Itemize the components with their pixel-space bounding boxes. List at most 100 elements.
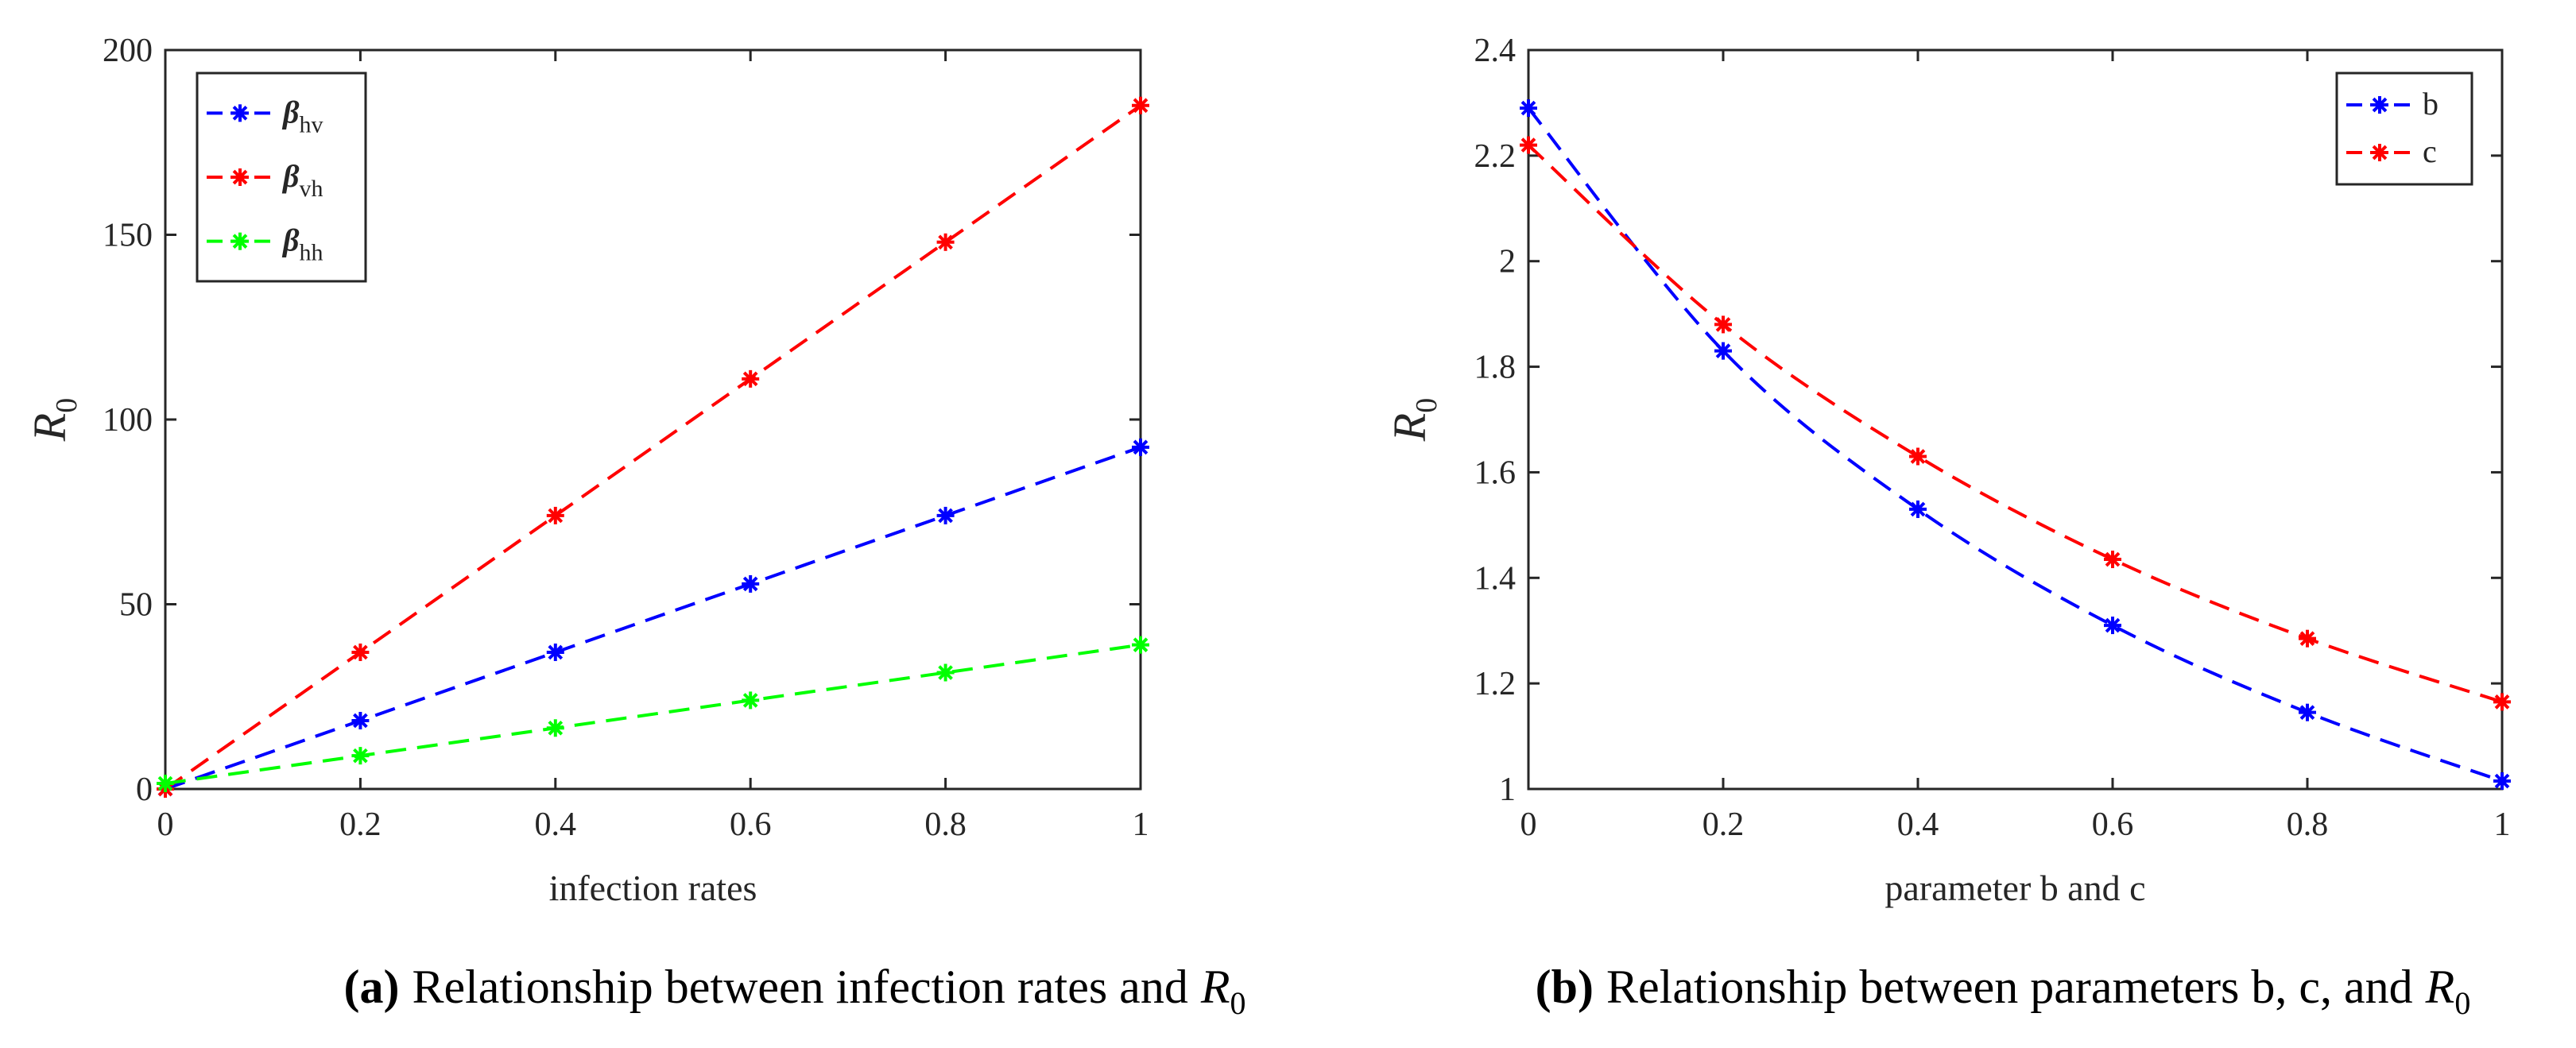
chart-a-series-2-point-3	[742, 691, 760, 710]
chart-a-legend-label-1: βvh	[281, 158, 323, 202]
chart-b-series-1-point-5-stroke-3	[2494, 694, 2510, 710]
chart-a-y-tick-label-3: 150	[103, 218, 153, 254]
chart-b-legend-marker-0	[2371, 96, 2388, 114]
chart-a-series-2-line	[165, 643, 1141, 786]
chart-a-series-0-point-2-stroke-3	[548, 644, 564, 660]
chart-b-series-0-point-1	[1714, 342, 1732, 360]
chart-a-x-tick-label-5: 1	[1133, 806, 1149, 843]
chart-a-legend-label-sub-1: vh	[300, 176, 323, 202]
chart-b-series-1-point-3-stroke-3	[2105, 551, 2121, 567]
chart-a-y-tick-label-4: 200	[103, 33, 153, 69]
chart-b-y-tick-label-4: 1.8	[1474, 350, 1517, 386]
chart-a-legend-label-main-2: β	[281, 222, 300, 258]
chart-b: 0 0.2 0.4 0.6 0.8 1 1 1.2 1.4 1.6 1.8 2 2.2 2.4 parame…	[1384, 33, 2511, 908]
chart-b-series-1-point-5	[2493, 693, 2511, 711]
chart-b-x-tick-label-4: 0.8	[2287, 806, 2329, 843]
caption-a-text: Relationship between infection rates and	[412, 961, 1187, 1013]
chart-a-series-2-point-1-stroke-3	[353, 748, 368, 764]
chart-a-series-1-point-5	[1132, 96, 1149, 114]
chart-b-series-1-point-3	[2104, 551, 2121, 569]
chart-a-series-2-point-4	[936, 663, 955, 682]
chart-b-series-0-point-1-stroke-3	[1715, 343, 1731, 358]
chart-b-series-0-point-2	[1909, 500, 1927, 518]
chart-b-y-tick-label-3: 1.6	[1474, 454, 1517, 491]
chart-b-series-1-point-0-stroke-3	[1520, 137, 1536, 153]
chart-b-series-1-line	[1527, 144, 2503, 704]
chart-a-x-tick-label-3: 0.6	[730, 806, 772, 843]
caption-a-letter: (a)	[344, 961, 400, 1013]
chart-b-legend-marker-1-stroke-3	[2372, 145, 2388, 160]
caption-a: (a) Relationship between infection rates …	[344, 961, 1246, 1021]
chart-a-series-1-point-2	[546, 506, 564, 524]
chart-a-series-1-point-1-stroke-3	[353, 644, 368, 660]
chart-a: 0 0.2 0.4 0.6 0.8 1 0 50 100 150 200 infection rate…	[24, 33, 1149, 908]
chart-b-legend-label-0: b	[2423, 86, 2438, 122]
chart-b-series-0-point-5	[2493, 772, 2511, 791]
chart-a-legend-box	[196, 72, 367, 283]
chart-a-legend-marker-0	[231, 104, 249, 122]
chart-a-legend-label-sub-0: hv	[300, 111, 323, 137]
chart-a-series-0-point-3-stroke-3	[742, 576, 758, 592]
chart-b-x-tick-label-0: 0	[1520, 806, 1537, 843]
chart-b-plot-frame	[1527, 48, 2504, 791]
chart-a-x-tick-label-1: 0.2	[339, 806, 382, 843]
chart-b-x-tick-label-1: 0.2	[1702, 806, 1745, 843]
chart-b-series-1-point-4-stroke-3	[2299, 631, 2315, 647]
caption-b-symbol-sub: 0	[2454, 985, 2470, 1021]
chart-a-y-tick-label-0: 0	[136, 771, 153, 808]
caption-b: (b) Relationship between parameters b, c,…	[1536, 961, 2471, 1021]
chart-b-y-tick-label-1: 1.2	[1474, 666, 1517, 702]
chart-a-series-0-point-3	[742, 574, 760, 593]
caption-a-symbol-sub: 0	[1230, 985, 1245, 1021]
chart-a-series-0-point-5-stroke-3	[1133, 439, 1149, 455]
chart-b-series-1-point-1-stroke-3	[1715, 317, 1731, 332]
chart-b-series-0-point-0-stroke-3	[1520, 100, 1536, 116]
chart-b-legend-box	[2335, 72, 2473, 186]
chart-a-legend-marker-2	[231, 232, 249, 250]
chart-b-y-tick-label-7: 2.4	[1474, 33, 1517, 69]
chart-b-legend-marker-1	[2371, 144, 2388, 161]
chart-b-x-tick-label-2: 0.4	[1897, 806, 1939, 843]
chart-a-legend-label-sub-2: hh	[300, 240, 323, 266]
chart-a-series-1-line	[164, 104, 1142, 791]
chart-b-y-axis-label-main: R	[1384, 413, 1435, 442]
chart-a-series-1-point-1	[351, 643, 370, 661]
chart-b-legend-label-1: c	[2423, 133, 2437, 169]
chart-b-legend: bc	[2335, 72, 2473, 186]
chart-b-x-tick-label-3: 0.6	[2092, 806, 2134, 843]
chart-b-series-0-point-3-stroke-3	[2105, 617, 2121, 633]
chart-b-y-tick-label-5: 2	[1499, 244, 1516, 280]
caption-b-symbol: R	[2425, 961, 2455, 1013]
chart-b-y-tick-label-2: 1.4	[1474, 560, 1517, 597]
chart-a-series-2-point-0	[157, 775, 174, 793]
chart-a-series-1-point-5-stroke-3	[1133, 98, 1149, 114]
chart-a-series-2-point-2-stroke-3	[548, 720, 564, 736]
chart-a-y-axis-label: R0	[24, 398, 83, 442]
chart-a-series-2-point-5-stroke-3	[1133, 637, 1149, 652]
chart-a-series-1-point-4	[936, 233, 955, 251]
chart-a-series-2-point-5	[1132, 636, 1149, 654]
chart-a-legend-marker-0-stroke-3	[232, 105, 248, 121]
chart-b-series-1-point-0	[1520, 136, 1537, 154]
chart-a-legend-label-main-0: β	[281, 94, 300, 130]
chart-a-series-1-point-2-stroke-3	[548, 508, 564, 524]
chart-b-series-1-point-2	[1909, 447, 1927, 466]
chart-b-series-0-line	[1527, 106, 2503, 783]
chart-a-legend-label-main-1: β	[281, 158, 300, 194]
chart-a-series-0-point-5	[1132, 438, 1149, 456]
caption-b-text: Relationship between parameters b, c, an…	[1606, 961, 2413, 1013]
chart-a-series-0-point-2	[546, 643, 564, 661]
chart-b-legend-label-main-1: c	[2423, 133, 2437, 169]
chart-b-series-0-point-5-stroke-3	[2494, 773, 2510, 789]
chart-a-y-tick-label-2: 100	[103, 402, 153, 439]
chart-a-legend-marker-2-stroke-3	[232, 234, 248, 249]
chart-b-legend-marker-0-stroke-3	[2372, 97, 2388, 113]
chart-a-series-0-point-4	[936, 506, 955, 524]
chart-b-series-0-point-3	[2104, 617, 2121, 635]
chart-b-series-0-point-2-stroke-3	[1910, 501, 1926, 517]
chart-a-series-1-point-4-stroke-3	[938, 234, 953, 250]
chart-a-y-axis-label-sub: 0	[50, 398, 83, 413]
chart-a-series-1-point-3	[742, 369, 760, 388]
